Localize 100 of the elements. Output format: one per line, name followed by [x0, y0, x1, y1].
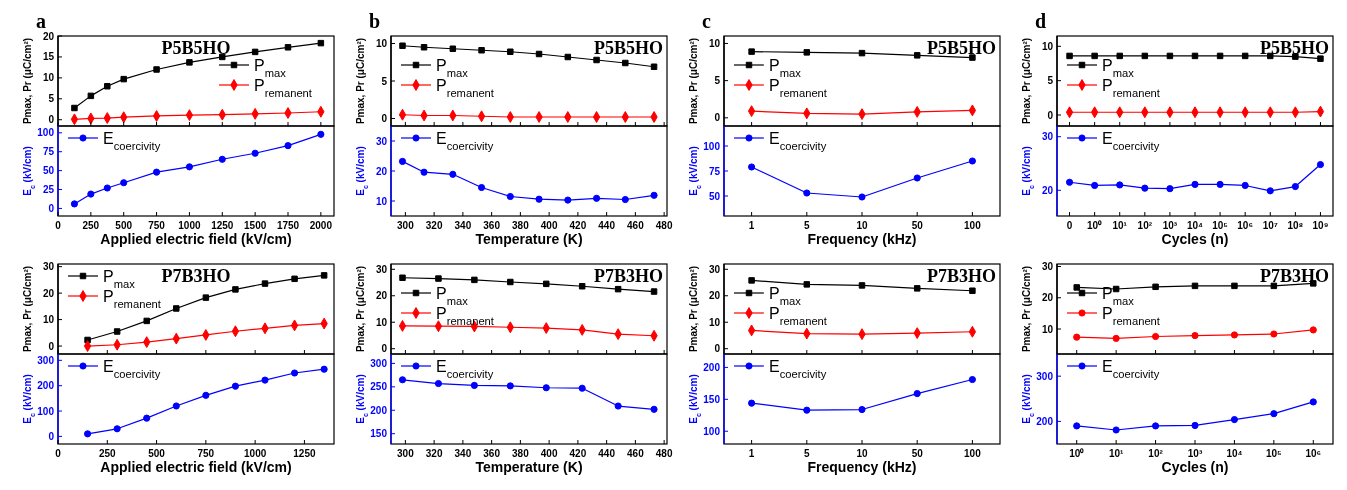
point [913, 285, 921, 292]
y-tick-label: 30 [1041, 131, 1054, 143]
legend-label: E$_{coercivity}$ [436, 358, 494, 380]
x-tick-label: 300 [397, 448, 415, 459]
point [1152, 283, 1159, 291]
x-tick-label: 1 [748, 220, 755, 231]
y-tick-label: 10 [708, 316, 721, 328]
annotation: P5B5HO [1259, 38, 1329, 58]
point [858, 282, 866, 289]
point [218, 155, 226, 163]
x-tick-label: 10⁸ [1287, 220, 1304, 231]
point [152, 168, 161, 176]
x-tick-label: 10⁵ [1265, 448, 1283, 459]
legend-label: P$_{max}$ [436, 285, 469, 307]
point [1266, 187, 1274, 195]
y-tick-label: 0 [714, 343, 721, 355]
y-tick-label: 50 [42, 165, 55, 177]
point [1317, 55, 1324, 62]
point [284, 142, 292, 150]
point [477, 183, 486, 192]
x-tick-label: 1000 [178, 220, 201, 231]
annotation: P5B5HO [161, 38, 231, 58]
x-tick-label: 10 [856, 220, 868, 231]
y-tick-label: 150 [703, 393, 721, 405]
y-tick-label: 200 [703, 361, 721, 373]
x-tick-label: 10⁵ [1212, 220, 1229, 231]
legend-label: P$_{max}$ [1102, 285, 1135, 307]
x-tick-label: 10⁶ [1305, 448, 1322, 459]
point [1241, 52, 1249, 60]
point [614, 285, 622, 293]
point [1230, 331, 1239, 339]
point [420, 44, 428, 51]
x-tick-label: 10³ [1162, 220, 1178, 231]
point [1270, 410, 1278, 418]
annotation: P5B5HO [593, 38, 663, 58]
x-tick-label: 1250 [211, 220, 234, 231]
annotation: P7B3HO [593, 266, 663, 286]
y-tick-label: 200 [370, 404, 388, 416]
point [202, 294, 210, 301]
x-tick-label: 750 [148, 220, 166, 231]
point [1065, 178, 1074, 186]
point [622, 59, 629, 67]
point [173, 305, 180, 312]
point [968, 375, 976, 384]
y-tick-label: 30 [708, 263, 721, 275]
point [449, 45, 457, 52]
legend-label: E$_{coercivity}$ [1102, 130, 1160, 152]
point [650, 405, 658, 413]
y-tick-label: 0 [381, 343, 388, 355]
y-tick-label: 5 [48, 93, 55, 105]
y-axis-title: Pmax, Pr (μC/cm²) [688, 37, 699, 125]
x-tick-label: 420 [569, 220, 587, 231]
point [1230, 415, 1239, 424]
point [592, 111, 601, 123]
point [858, 405, 866, 414]
point [1191, 180, 1199, 188]
y-tick-label: 0 [1047, 109, 1054, 121]
x-tick-label: 380 [512, 448, 530, 459]
legend-label: P$_{remanent}$ [103, 288, 162, 310]
y-tick-label: 0 [381, 113, 388, 124]
point [261, 280, 269, 287]
x-tick-label: 10⁶ [1237, 220, 1254, 231]
y-tick-label: 100 [37, 405, 55, 417]
point [435, 275, 442, 282]
annotation: P7B3HO [1259, 266, 1329, 286]
point [650, 63, 658, 70]
point [185, 163, 194, 171]
y-tick-label: 20 [42, 287, 55, 299]
point [803, 49, 811, 56]
point [748, 277, 755, 284]
point [1073, 422, 1081, 430]
point [231, 382, 240, 390]
x-tick-label: 10² [1148, 448, 1164, 459]
x-tick-label: 10¹ [1112, 220, 1128, 231]
point [748, 163, 756, 171]
legend-label: P$_{max}$ [103, 268, 136, 290]
y-tick-label: 150 [370, 428, 388, 440]
point [470, 381, 478, 389]
legend-label: P$_{remanent}$ [254, 77, 313, 99]
y-axis-title: Pmax, Pr (μC/cm²) [22, 265, 33, 353]
annotation: P7B3HO [161, 266, 231, 286]
legend-label: P$_{max}$ [436, 57, 469, 79]
legend-label: P$_{remanent}$ [436, 305, 495, 327]
annotation: P7B3HO [926, 266, 996, 286]
x-tick-label: 380 [512, 220, 530, 231]
y-tick-label: 30 [375, 135, 388, 147]
point [186, 59, 193, 66]
point [172, 402, 180, 410]
point [317, 130, 325, 138]
point [1291, 182, 1299, 191]
x-tick-label: 10¹ [1108, 448, 1125, 459]
point [968, 157, 976, 165]
x-tick-label: 1750 [276, 220, 300, 231]
x-tick-label: 5 [804, 220, 811, 231]
point [103, 184, 111, 192]
y-tick-label: 250 [370, 381, 388, 393]
point [398, 320, 407, 332]
x-tick-label: 10⁴ [1226, 448, 1243, 459]
legend-label: P$_{remanent}$ [1102, 305, 1161, 327]
x-axis-title: Temperature (K) [475, 459, 583, 475]
